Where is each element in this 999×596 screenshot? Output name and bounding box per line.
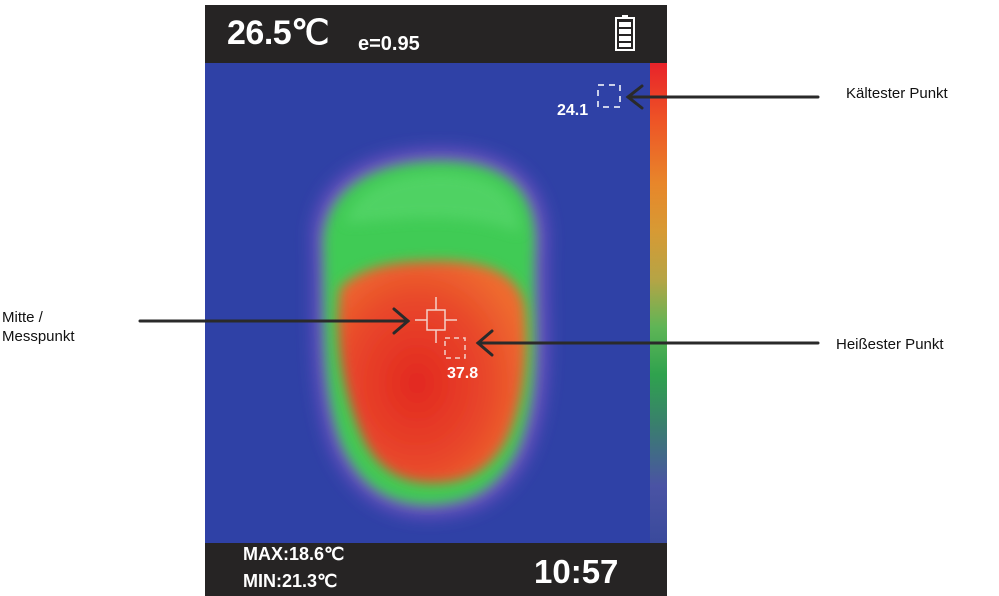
emissivity-value: e=0.95: [358, 33, 420, 55]
hottest-temperature-value: 37.8: [447, 365, 479, 382]
thermal-camera-screen: 26.5℃ e=0.95: [205, 5, 667, 596]
hottest-point-marker: [444, 337, 466, 359]
screen-markers: [415, 84, 621, 359]
center-point-label-line2: Messpunkt: [2, 328, 75, 345]
bottom-status-bar: [205, 543, 667, 596]
max-temperature: MAX:18.6℃: [243, 544, 345, 564]
top-status-bar: 26.5℃ e=0.95: [205, 5, 667, 63]
clock-time: 10:57: [534, 553, 619, 590]
hottest-point-label: Heißester Punkt: [836, 336, 944, 353]
battery-full-icon: [615, 15, 635, 51]
coldest-point-label: Kältester Punkt: [846, 85, 948, 102]
center-temperature: 26.5℃: [227, 14, 329, 52]
coldest-temperature-value: 24.1: [557, 102, 589, 119]
coldest-point-marker: [597, 84, 621, 108]
temperature-scale-bar: [650, 63, 667, 543]
center-point-label-line1: Mitte /: [2, 309, 43, 326]
center-crosshair: [415, 297, 457, 343]
min-temperature: MIN:21.3℃: [243, 571, 338, 591]
